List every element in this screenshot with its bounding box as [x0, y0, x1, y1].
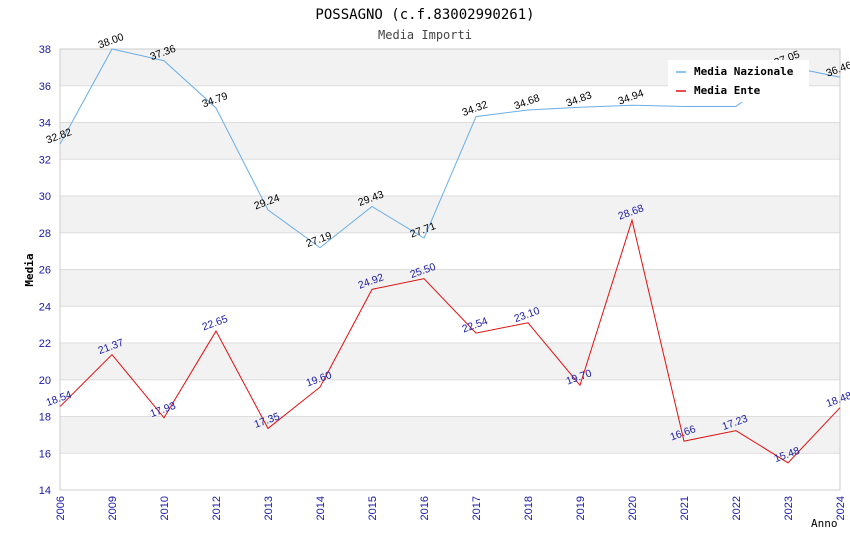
y-tick-label: 20	[39, 375, 51, 387]
y-tick-label: 24	[39, 301, 51, 313]
gridlines	[59, 48, 841, 491]
plot-border	[59, 48, 841, 491]
y-axis-title: Media	[23, 253, 36, 286]
band	[60, 343, 840, 380]
y-tick-label: 14	[39, 485, 51, 497]
band	[60, 306, 840, 343]
band	[60, 232, 840, 270]
x-tick-label: 2012	[211, 496, 223, 520]
x-tick-label: 2021	[679, 496, 691, 520]
chart-title: POSSAGNO (c.f.83002990261)	[315, 7, 534, 23]
series-line-media-ente	[59, 218, 841, 464]
y-tick-label: 16	[39, 448, 51, 460]
series-line-media-nazionale	[59, 48, 841, 249]
legend: Media Nazionale Media Ente	[668, 60, 809, 102]
x-tick-label: 2024	[835, 496, 847, 520]
y-tick-label: 30	[39, 191, 51, 203]
legend-box	[668, 60, 809, 102]
x-tick-label: 2010	[159, 496, 171, 520]
x-tick-label: 2017	[471, 496, 483, 520]
chart-subtitle: Media Importi	[378, 28, 472, 42]
x-tick-label: 2023	[783, 496, 795, 520]
x-axis-title: Anno	[811, 517, 838, 530]
x-axis-ticks: 2006 2009 2010 2012 2013 2014 2015 2016 2017 2018…	[55, 496, 847, 520]
y-tick-label: 32	[39, 154, 51, 166]
series-lines	[59, 48, 841, 464]
x-tick-label: 2019	[575, 496, 587, 520]
y-tick-label: 28	[39, 228, 51, 240]
y-tick-label: 36	[39, 81, 51, 93]
band	[60, 269, 840, 307]
x-tick-label: 2020	[627, 496, 639, 520]
y-tick-label: 22	[39, 338, 51, 350]
legend-label-media-nazionale: Media Nazionale	[694, 65, 794, 78]
x-tick-label: 2018	[523, 496, 535, 520]
band	[60, 453, 840, 490]
plot-background-bands	[60, 49, 840, 490]
x-tick-label: 2013	[263, 496, 275, 520]
data-label: 38.00	[97, 31, 126, 51]
x-tick-label: 2016	[419, 496, 431, 520]
x-tick-label: 2015	[367, 496, 379, 520]
y-tick-label: 38	[39, 44, 51, 56]
x-tick-label: 2009	[107, 496, 119, 520]
band	[60, 416, 840, 454]
band	[60, 122, 840, 160]
y-axis-ticks: 14 16 18 20 22 24 26 28 30 32 34 36 38	[39, 44, 51, 497]
y-tick-label: 26	[39, 265, 51, 277]
x-tick-label: 2022	[731, 496, 743, 520]
legend-label-media-ente: Media Ente	[694, 84, 761, 97]
x-tick-label: 2006	[55, 496, 67, 520]
band	[60, 379, 840, 417]
y-tick-label: 34	[39, 118, 51, 130]
x-tick-label: 2014	[315, 496, 327, 520]
y-tick-label: 18	[39, 412, 51, 424]
band	[60, 196, 840, 233]
